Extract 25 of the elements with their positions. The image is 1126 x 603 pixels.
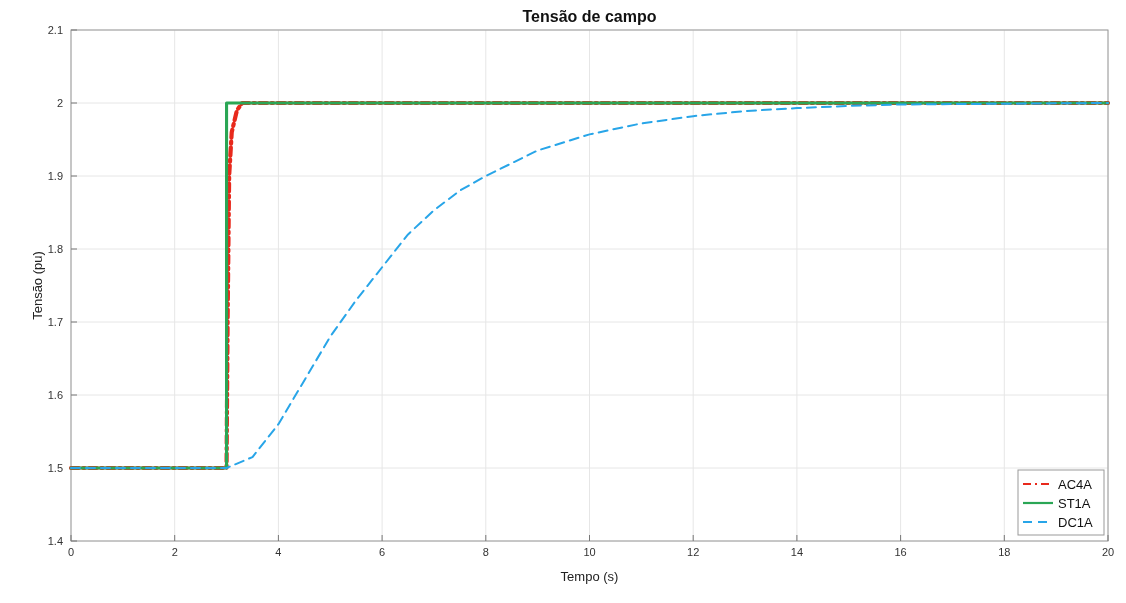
y-tick-label: 1.6	[47, 389, 63, 401]
x-tick-label: 6	[379, 546, 386, 558]
x-tick-label: 18	[998, 546, 1011, 558]
x-tick-label: 10	[583, 546, 596, 558]
y-tick-label: 1.9	[47, 170, 63, 182]
x-tick-label: 0	[67, 546, 75, 558]
x-tick-label: 20	[1101, 546, 1115, 558]
y-tick-label: 2.1	[47, 24, 63, 36]
y-tick-label: 1.7	[47, 316, 63, 328]
y-tick-label: 2	[56, 97, 63, 109]
y-axis-title: Tensão (pu)	[30, 251, 45, 320]
y-tick-label: 1.4	[47, 535, 63, 547]
x-tick-label: 2	[171, 546, 178, 558]
y-tick-label: 1.8	[47, 243, 63, 255]
y-tick-label: 1.5	[47, 462, 63, 474]
legend-label: DC1A	[1058, 515, 1094, 530]
x-tick-label: 12	[687, 546, 700, 558]
x-tick-label: 8	[482, 546, 489, 558]
x-tick-label: 4	[275, 546, 282, 558]
chart-title: Tensão de campo	[522, 8, 657, 25]
x-axis-title: Tempo (s)	[560, 569, 619, 584]
legend-label: AC4A	[1058, 477, 1093, 492]
x-tick-label: 14	[790, 546, 804, 558]
legend-label: ST1A	[1058, 496, 1091, 511]
x-tick-label: 16	[894, 546, 907, 558]
